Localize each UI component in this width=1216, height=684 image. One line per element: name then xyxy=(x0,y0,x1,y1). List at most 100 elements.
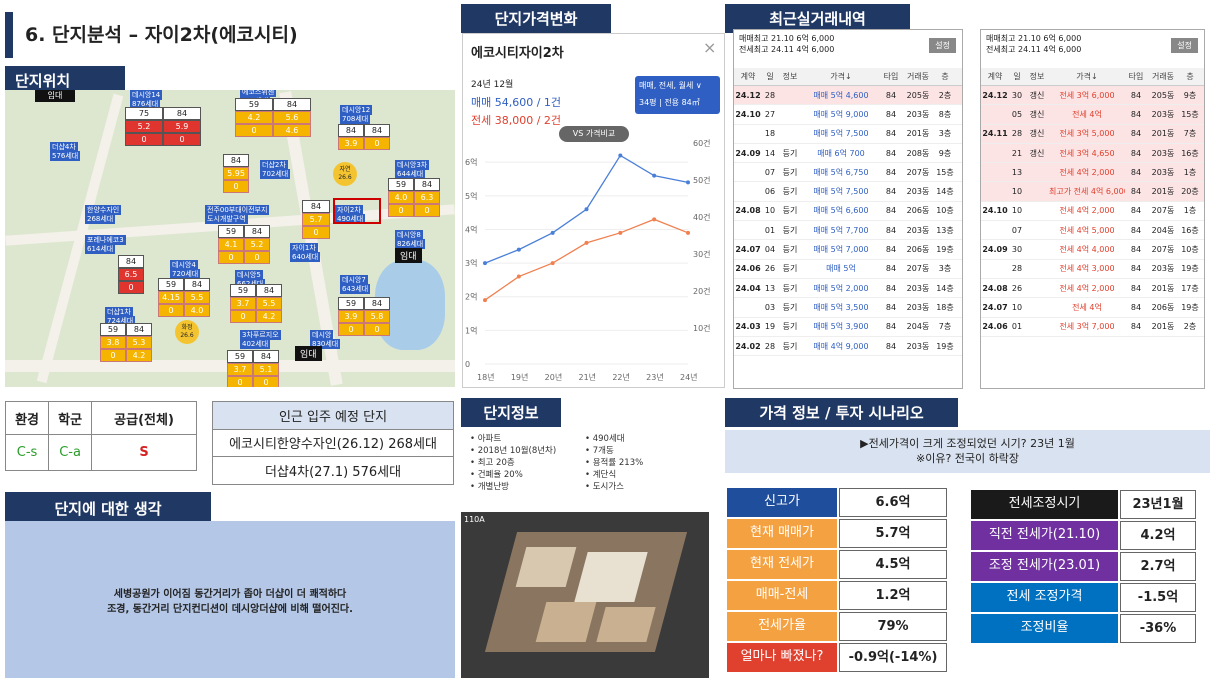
table-row[interactable]: 28 전세 4억 3,000 84 203동 19층 xyxy=(981,260,1204,279)
table-cell: 전세 4억 4,000 xyxy=(1059,245,1115,255)
column-header[interactable]: 계약 xyxy=(740,72,756,81)
column-header[interactable]: 타입 xyxy=(1128,72,1144,81)
table-row[interactable]: 24.07 04 등기 매매 5억 7,000 84 206동 19층 xyxy=(734,240,962,260)
complex-price-block: 84 6.5 0 xyxy=(118,255,144,294)
table-row[interactable]: 21 갱신 전세 3억 4,650 84 203동 16층 xyxy=(981,143,1204,164)
vs-compare-button[interactable]: VS 가격비교 xyxy=(559,126,629,142)
column-header[interactable]: 가격↓ xyxy=(1076,72,1098,81)
table-cell: 전세 4억 5,000 xyxy=(1059,225,1115,235)
table-row[interactable]: 24.03 19 등기 매매 5억 3,900 84 204동 7층 xyxy=(734,318,962,337)
table-cell: 매매 5억 6,750 xyxy=(813,167,869,177)
table-row[interactable]: 07 등기 매매 5억 6,750 84 207동 15층 xyxy=(734,163,962,183)
table-row[interactable]: 24.09 14 등기 매매 6억 700 84 208동 9층 xyxy=(734,144,962,164)
table-row[interactable]: 03 등기 매매 5억 3,500 84 203동 18층 xyxy=(734,298,962,318)
filter-label: 매매, 전세, 월세 ∨ xyxy=(639,81,702,90)
nearby-title: 인근 입주 예정 단지 xyxy=(212,401,454,430)
block-cell: 4.6 xyxy=(273,124,311,137)
map-label: 데시앙3차 xyxy=(395,160,430,170)
table-cell: 갱신 xyxy=(1029,148,1045,158)
table-row[interactable]: 24.07 10 전세 4억 84 206동 19층 xyxy=(981,298,1204,318)
column-header[interactable]: 일 xyxy=(1013,72,1021,81)
table-row[interactable]: 24.04 13 등기 매매 5억 2,000 84 203동 14층 xyxy=(734,279,962,299)
filter-dropdown[interactable]: 매매, 전세, 월세 ∨ 34평 | 전용 84㎡ xyxy=(635,76,720,114)
map-label: 에코스위첸 xyxy=(240,90,277,97)
info-item: • 건폐율 20% xyxy=(470,470,523,480)
summary-line: 매매최고 21.10 6억 6,000 xyxy=(739,34,835,43)
column-header[interactable]: 거래동 xyxy=(906,72,930,81)
table-row[interactable]: 18 매매 5억 7,500 84 201동 3층 xyxy=(734,125,962,144)
table-cell: 20층 xyxy=(1181,187,1199,197)
block-cell: 3.9 xyxy=(338,137,364,150)
table-row[interactable]: 24.10 10 전세 4억 2,000 84 207동 1층 xyxy=(981,202,1204,222)
table-row[interactable]: 24.09 30 전세 4억 4,000 84 207동 10층 xyxy=(981,240,1204,260)
data-point xyxy=(516,247,521,252)
info-item: • 7개동 xyxy=(585,446,614,456)
map-label-top: 임대 xyxy=(35,90,75,102)
table-cell: 13 xyxy=(1011,167,1023,177)
scenario-value: 4.2억 xyxy=(1120,521,1196,550)
table-cell: 205동 xyxy=(906,90,930,100)
column-header[interactable]: 층 xyxy=(1186,72,1194,81)
table-row[interactable]: 24.12 30 갱신 전세 3억 6,000 84 205동 9층 xyxy=(981,86,1204,106)
column-header[interactable]: 계약 xyxy=(987,72,1003,81)
table-cell: 10 xyxy=(1011,302,1023,312)
table-cell: 16층 xyxy=(1181,148,1199,158)
table-row[interactable]: 10 최고가 전세 4억 6,000 84 201동 20층 xyxy=(981,182,1204,202)
column-header[interactable]: 거래동 xyxy=(1151,72,1175,81)
column-header[interactable]: 정보 xyxy=(1029,72,1045,81)
table-cell: 전세 4억 xyxy=(1072,302,1102,312)
table-row[interactable]: 05 갱신 전세 4억 84 203동 15층 xyxy=(981,105,1204,125)
table-cell: 17층 xyxy=(1181,283,1199,293)
settings-button[interactable]: 설정 xyxy=(929,38,956,53)
column-header[interactable]: 층 xyxy=(941,72,949,81)
table-cell: 201동 xyxy=(1151,187,1175,197)
info-item: • 용적률 213% xyxy=(585,458,644,468)
data-point xyxy=(686,180,690,185)
table-row[interactable]: 24.11 28 갱신 전세 3억 5,000 84 201동 7층 xyxy=(981,124,1204,144)
column-header[interactable]: 정보 xyxy=(782,72,798,81)
table-cell: 매매 5억 2,000 xyxy=(813,283,869,293)
close-icon[interactable]: × xyxy=(703,38,717,57)
table-row[interactable]: 06 등기 매매 5억 7,500 84 203동 14층 xyxy=(734,182,962,202)
table-row[interactable]: 13 전세 4억 2,000 84 203동 1층 xyxy=(981,163,1204,183)
table-row[interactable]: 24.12 28 매매 5억 4,600 84 205동 2층 xyxy=(734,86,962,106)
table-row[interactable]: 24.06 01 전세 3억 7,000 84 201동 2층 xyxy=(981,318,1204,337)
nearby-row: 더샵4차(27.1) 576세대 xyxy=(212,456,454,485)
table-cell: 등기 xyxy=(782,245,798,255)
table-cell: 24.06 xyxy=(735,264,761,274)
scenario-value: 79% xyxy=(839,612,947,641)
scenario-label: 전세 조정가격 xyxy=(971,583,1118,612)
table-row[interactable]: 07 전세 4억 5,000 84 204동 16층 xyxy=(981,221,1204,241)
settings-button[interactable]: 설정 xyxy=(1171,38,1198,53)
table-cell: 매매 5억 7,700 xyxy=(813,225,869,235)
table-row[interactable]: 24.02 28 등기 매매 4억 9,000 84 203동 19층 xyxy=(734,337,962,357)
column-header[interactable]: 일 xyxy=(766,72,774,81)
table-cell: 07 xyxy=(764,167,776,177)
table-cell: 24.12 xyxy=(982,90,1008,100)
table-row[interactable]: 24.08 10 등기 매매 5억 6,600 84 206동 10층 xyxy=(734,202,962,222)
block-cell: 3.7 xyxy=(230,297,256,310)
table-cell: 매매 5억 9,000 xyxy=(813,109,869,119)
data-point xyxy=(550,261,555,266)
table-cell: 203동 xyxy=(906,187,930,197)
table-cell: 1층 xyxy=(1183,206,1197,216)
column-header[interactable]: 가격↓ xyxy=(830,72,852,81)
table-cell: 전세 3억 7,000 xyxy=(1059,322,1115,332)
table-row[interactable]: 24.08 26 전세 4억 2,000 84 201동 17층 xyxy=(981,279,1204,299)
block-cell: 3.9 xyxy=(338,310,364,323)
table-cell: 84 xyxy=(1130,187,1142,197)
grade-header: 환경 xyxy=(4,401,50,435)
table-row[interactable]: 24.06 26 등기 매매 5억 84 207동 3층 xyxy=(734,260,962,279)
table-cell: 19층 xyxy=(1181,302,1199,312)
table-cell: 24.07 xyxy=(735,245,761,255)
table-row[interactable]: 01 등기 매매 5억 7,700 84 203동 13층 xyxy=(734,221,962,241)
table-cell: 2층 xyxy=(938,90,952,100)
table-row[interactable]: 24.10 27 매매 5억 9,000 84 203동 8층 xyxy=(734,105,962,125)
block-cell: 59 xyxy=(235,98,273,111)
complex-price-block: 59 84 4.1 5.2 0 0 xyxy=(218,225,270,264)
table-cell: 206동 xyxy=(906,206,930,216)
info-item: • 2018년 10월(8년차) xyxy=(470,446,557,456)
info-item: • 개별난방 xyxy=(470,482,509,492)
column-header[interactable]: 타입 xyxy=(883,72,899,81)
table-cell: 28 xyxy=(764,341,776,351)
